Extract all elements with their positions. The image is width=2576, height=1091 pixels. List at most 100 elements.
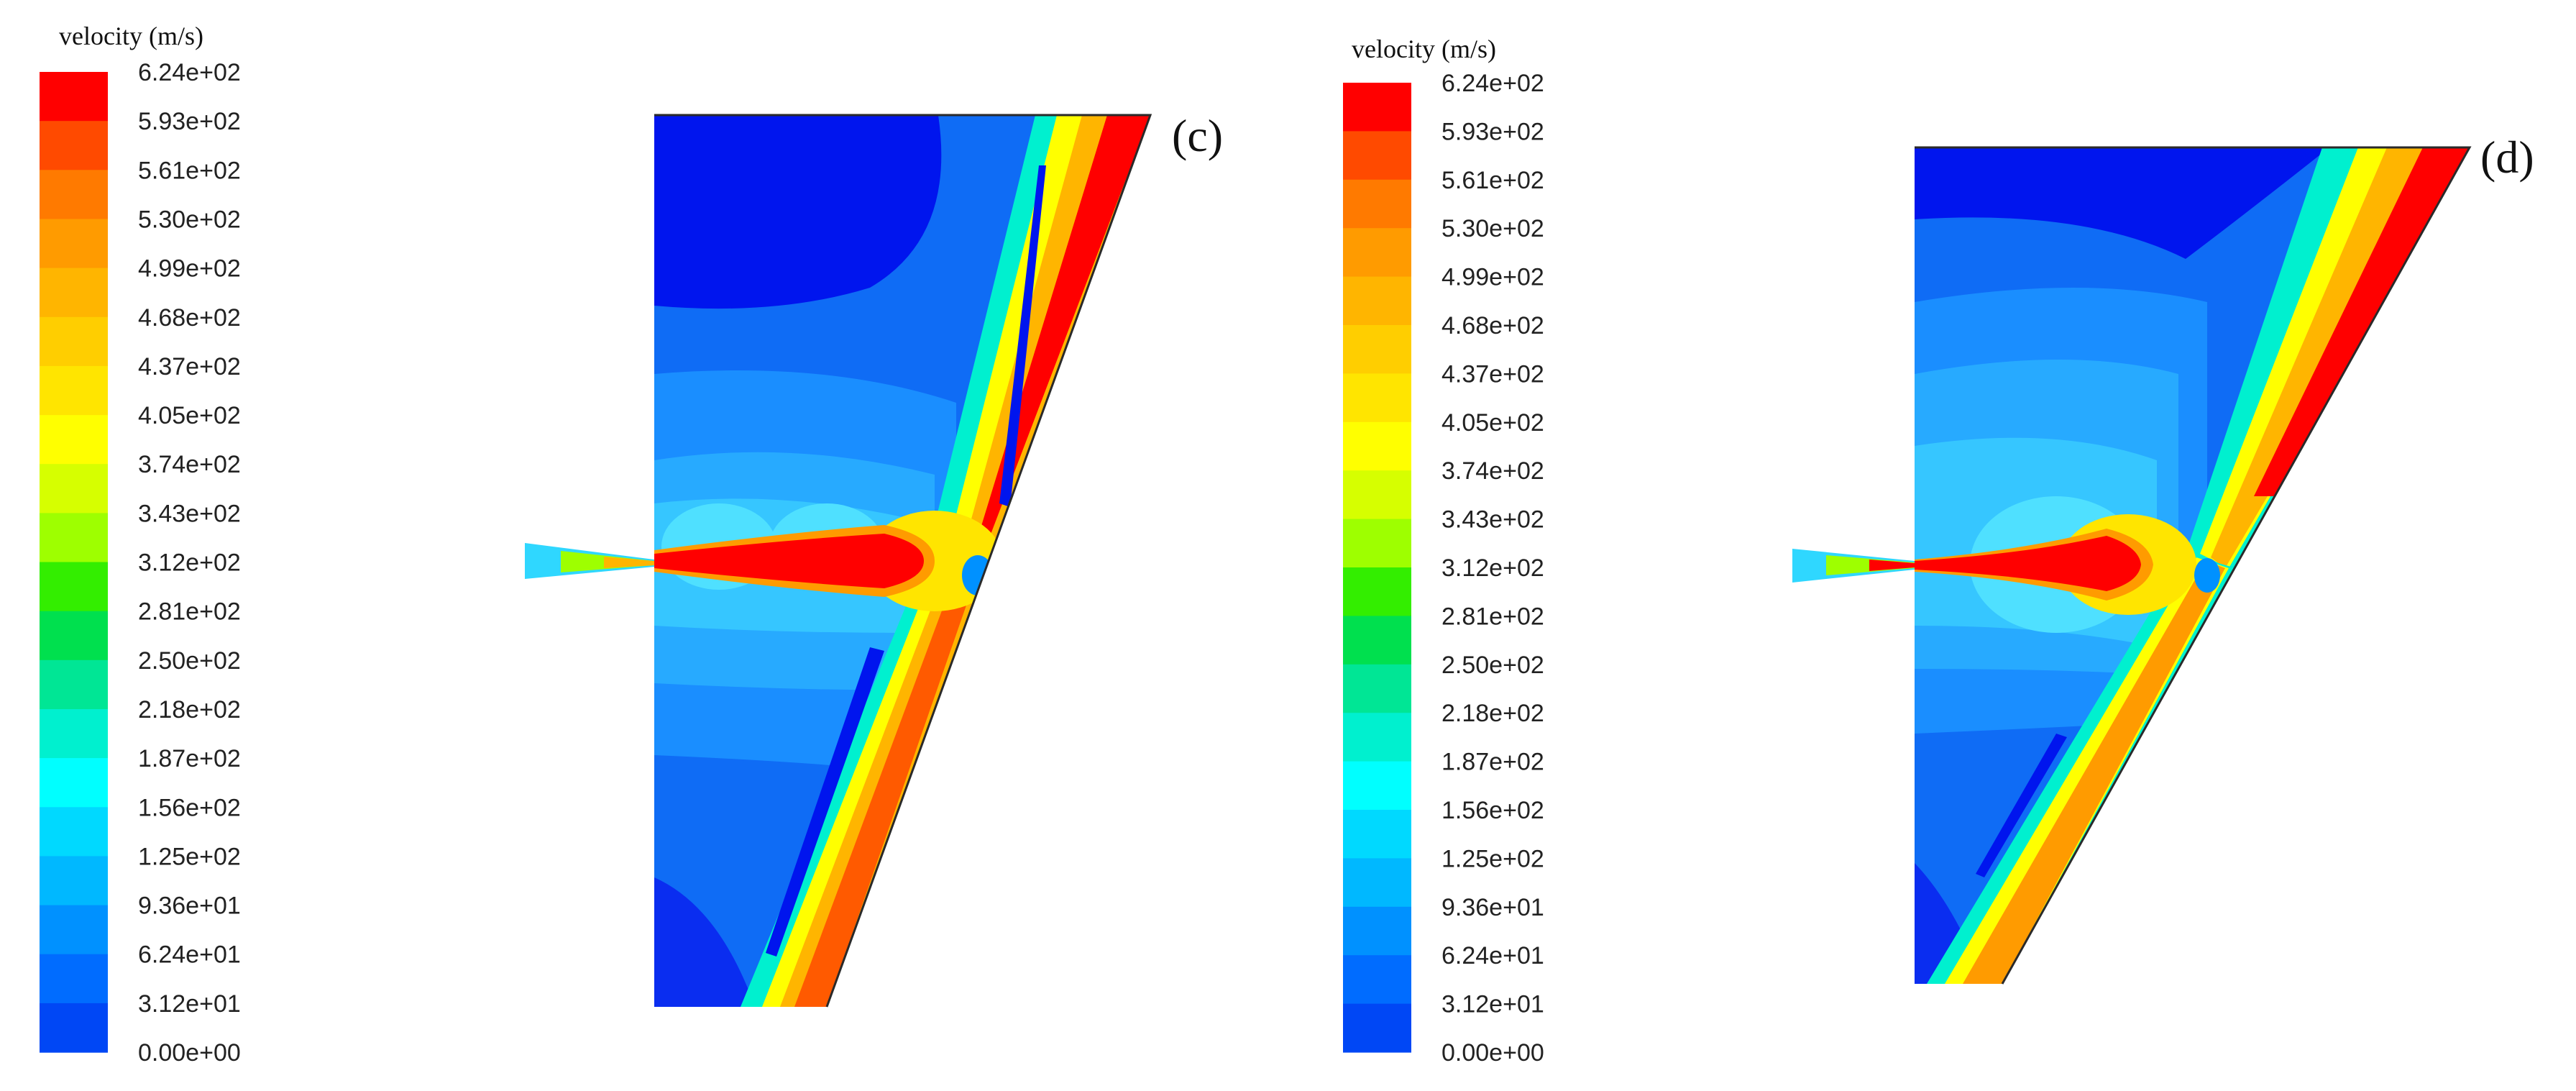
legend-right-color-band	[1343, 228, 1411, 278]
legend-left-tick-label: 6.24e+01	[138, 941, 241, 969]
legend-left-color-band	[40, 415, 108, 465]
legend-right-color-band	[1343, 373, 1411, 423]
legend-left-color-band	[40, 316, 108, 367]
legend-right-color-band	[1343, 616, 1411, 665]
legend-right-tick-label: 1.25e+02	[1441, 845, 1544, 872]
legend-left-color-band	[40, 268, 108, 318]
legend-left-tick-label: 0.00e+00	[138, 1039, 241, 1067]
legend-left-color-band	[40, 72, 108, 122]
legend-right-tick-label: 2.18e+02	[1441, 700, 1544, 727]
legend-right-color-band	[1343, 83, 1411, 132]
legend-left-tick-label: 3.12e+02	[138, 549, 241, 577]
legend-right-color-band	[1343, 858, 1411, 908]
panel-c-nozzle-hot	[604, 557, 654, 568]
legend-right-color-band	[1343, 325, 1411, 374]
legend-right-tick-label: 3.74e+02	[1441, 457, 1544, 485]
panel-c-label: (c)	[1172, 110, 1223, 161]
legend-right-color-bar	[1343, 83, 1411, 1053]
legend-right-tick-label: 1.87e+02	[1441, 749, 1544, 776]
legend-right-color-band	[1343, 713, 1411, 762]
legend-right-tick-label: 3.12e+02	[1441, 554, 1544, 582]
legend-left-tick-label: 5.93e+02	[138, 108, 241, 135]
legend-right-color-band	[1343, 761, 1411, 811]
legend-left-color-bar	[40, 72, 108, 1053]
panel-d-outline	[1915, 146, 2472, 985]
legend-left-tick-label: 5.30e+02	[138, 206, 241, 234]
legend-left-tick-label: 9.36e+01	[138, 893, 241, 920]
legend-left-tick-label: 4.99e+02	[138, 255, 241, 283]
legend-left-color-band	[40, 513, 108, 563]
legend-right-color-band	[1343, 664, 1411, 713]
legend-left-color-band	[40, 659, 108, 710]
legend-right-tick-label: 5.61e+02	[1441, 167, 1544, 194]
legend-right-tick-labels: 6.24e+02 5.93e+02 5.61e+02 5.30e+02 4.99e+02…	[1441, 70, 1544, 1067]
legend-left-tick-label: 1.56e+02	[138, 794, 241, 821]
legend-right-tick-label: 6.24e+02	[1441, 70, 1544, 97]
legend-right-color-band	[1343, 906, 1411, 956]
legend-right-color-band	[1343, 179, 1411, 229]
legend-right-tick-label: 0.00e+00	[1441, 1039, 1544, 1067]
legend-right-color-band	[1343, 470, 1411, 520]
legend-left-tick-label: 2.50e+02	[138, 647, 241, 675]
legend-left-tick-label: 2.18e+02	[138, 696, 241, 723]
legend-left-tick-label: 4.68e+02	[138, 304, 241, 332]
legend-right-tick-label: 2.50e+02	[1441, 652, 1544, 679]
legend-left-color-band	[40, 856, 108, 906]
legend-left-tick-label: 3.74e+02	[138, 451, 241, 478]
legend-left-title: velocity (m/s)	[59, 22, 203, 50]
panel-c: (c)	[525, 110, 1223, 1008]
legend-left-tick-label: 3.12e+01	[138, 990, 241, 1018]
legend-right-tick-label: 4.37e+02	[1441, 360, 1544, 388]
legend-left: velocity (m/s) 6.24e+02 5.93e+02 5.61e+02 5…	[40, 22, 241, 1067]
legend-right-color-band	[1343, 276, 1411, 326]
legend-left-tick-label: 4.37e+02	[138, 353, 241, 380]
legend-left-color-band	[40, 219, 108, 269]
legend-left-tick-label: 1.87e+02	[138, 745, 241, 772]
legend-left-color-band	[40, 954, 108, 1004]
legend-right-tick-label: 9.36e+01	[1441, 894, 1544, 921]
legend-right-tick-label: 2.81e+02	[1441, 603, 1544, 630]
legend-right-color-band	[1343, 567, 1411, 616]
panel-d: (d)	[1792, 132, 2534, 985]
legend-right-color-band	[1343, 131, 1411, 181]
legend-left-tick-labels: 6.24e+02 5.93e+02 5.61e+02 5.30e+02 4.99e+02…	[138, 59, 241, 1067]
legend-right-color-band	[1343, 421, 1411, 471]
legend-left-tick-label: 5.61e+02	[138, 157, 241, 184]
legend-left-tick-label: 6.24e+02	[138, 59, 241, 86]
panel-d-nozzle-hot	[1869, 560, 1915, 571]
legend-right-tick-label: 6.24e+01	[1441, 942, 1544, 969]
legend-right-title: velocity (m/s)	[1352, 35, 1496, 63]
legend-right-color-band	[1343, 955, 1411, 1005]
legend-left-color-band	[40, 758, 108, 808]
legend-right-color-band	[1343, 810, 1411, 859]
legend-right-tick-label: 5.30e+02	[1441, 215, 1544, 242]
legend-left-color-band	[40, 709, 108, 759]
legend-left-color-band	[40, 807, 108, 857]
legend-right-color-band	[1343, 1003, 1411, 1053]
legend-right-tick-label: 4.99e+02	[1441, 264, 1544, 291]
legend-left-color-band	[40, 464, 108, 513]
legend-left-tick-label: 2.81e+02	[138, 598, 241, 626]
panel-d-contour-field	[1915, 147, 2470, 984]
legend-right-tick-label: 1.56e+02	[1441, 797, 1544, 824]
legend-right-tick-label: 4.68e+02	[1441, 312, 1544, 339]
legend-left-color-band	[40, 1003, 108, 1053]
legend-left-color-band	[40, 121, 108, 170]
legend-right-color-band	[1343, 519, 1411, 568]
legend-left-tick-label: 3.43e+02	[138, 500, 241, 527]
panel-c-outline	[654, 114, 1152, 1008]
legend-right-tick-label: 4.05e+02	[1441, 409, 1544, 437]
legend-left-color-band	[40, 170, 108, 220]
legend-right-tick-label: 3.12e+01	[1441, 991, 1544, 1018]
legend-right: velocity (m/s) 6.24e+02 5.93e+02 5.61e+02 5…	[1343, 35, 1544, 1067]
legend-left-tick-label: 1.25e+02	[138, 843, 241, 870]
legend-left-tick-label: 4.05e+02	[138, 402, 241, 429]
legend-right-tick-label: 5.93e+02	[1441, 118, 1544, 145]
legend-left-color-band	[40, 611, 108, 661]
panel-d-label: (d)	[2480, 132, 2534, 183]
panel-c-contour-field	[654, 115, 1150, 1007]
legend-left-color-band	[40, 365, 108, 416]
legend-left-color-band	[40, 562, 108, 612]
legend-left-color-band	[40, 905, 108, 955]
